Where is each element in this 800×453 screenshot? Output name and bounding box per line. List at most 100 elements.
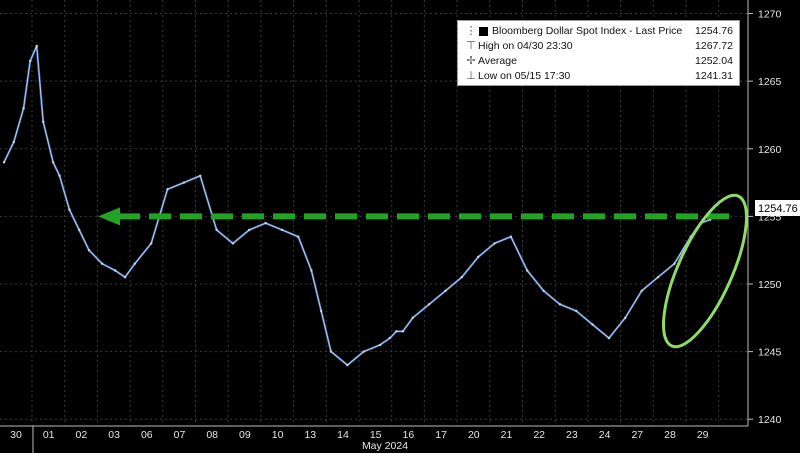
chart-legend: ⋮ Bloomberg Dollar Spot Index - Last Pri…	[457, 20, 740, 86]
data-point-49	[656, 276, 660, 279]
data-point-26	[320, 309, 323, 313]
series-line-wick	[3, 45, 711, 366]
x-tick-label-0: 30	[10, 429, 22, 441]
legend-high-label: High on 04/30 23:30	[478, 40, 573, 52]
data-point-32	[395, 330, 398, 333]
data-point-12	[114, 269, 117, 272]
data-point-29	[362, 350, 365, 353]
data-point-1	[12, 140, 15, 144]
data-point-2	[22, 107, 25, 110]
y-tick-label-5: 1265	[758, 76, 782, 88]
data-point-16	[166, 188, 169, 191]
data-point-25	[310, 269, 313, 272]
data-point-20	[231, 242, 235, 245]
x-tick-label-15: 21	[501, 429, 513, 441]
data-point-18	[199, 174, 202, 177]
x-tick-label-2: 02	[76, 429, 88, 441]
data-point-17	[182, 181, 186, 184]
data-point-35	[427, 303, 431, 306]
legend-high-value: 1267.72	[695, 40, 733, 52]
x-tick-label-10: 14	[337, 429, 349, 441]
data-point-4	[35, 44, 38, 48]
x-tick-label-4: 06	[141, 429, 153, 441]
y-tick-label-2: 1250	[758, 279, 782, 291]
x-tick-label-18: 24	[599, 429, 611, 441]
high-marker-icon: ⊤	[466, 40, 476, 52]
low-marker-icon: ⊥	[466, 70, 476, 82]
data-point-39	[493, 242, 496, 245]
reference-arrowhead	[98, 207, 120, 226]
x-tick-label-14: 20	[468, 429, 480, 441]
data-point-19	[215, 228, 218, 232]
legend-low-label: Low on 05/15 17:30	[478, 70, 571, 82]
x-tick-label-11: 15	[370, 429, 382, 441]
x-tick-label-17: 23	[566, 429, 578, 441]
x-tick-label-20: 28	[664, 429, 676, 441]
data-point-21	[248, 228, 251, 232]
data-point-22	[264, 221, 267, 225]
data-point-38	[477, 255, 480, 259]
series-line-blue	[3, 44, 711, 367]
x-tick-label-9: 13	[304, 429, 316, 441]
data-point-11	[100, 262, 104, 265]
last-price-value: 1254.76	[758, 203, 798, 215]
x-tick-label-7: 09	[239, 429, 251, 441]
data-point-23	[280, 228, 284, 232]
x-tick-label-1: 01	[43, 429, 55, 441]
legend-high-row: ⊤ High on 04/30 23:30 1267.72	[464, 39, 733, 54]
legend-title-row: ⋮ Bloomberg Dollar Spot Index - Last Pri…	[464, 24, 734, 39]
data-point-34	[411, 316, 414, 319]
data-point-5	[42, 120, 45, 123]
data-point-7	[58, 174, 61, 177]
legend-average-label: Average	[478, 55, 517, 67]
x-tick-label-16: 22	[533, 429, 545, 441]
data-point-50	[673, 262, 676, 265]
data-point-31	[388, 336, 392, 340]
data-point-33	[401, 330, 405, 333]
legend-low-row: ⊥ Low on 05/15 17:30 1241.31	[464, 69, 733, 84]
data-point-9	[78, 228, 81, 232]
last-price-tag: 1254.76	[755, 200, 800, 216]
x-tick-label-13: 17	[435, 429, 447, 441]
data-point-42	[542, 289, 545, 292]
x-tick-label-6: 08	[206, 429, 218, 441]
y-tick-label-0: 1240	[758, 414, 782, 426]
legend-series-name: Bloomberg Dollar Spot Index - Last Price	[492, 25, 683, 37]
data-point-8	[68, 208, 71, 211]
data-point-24	[297, 235, 300, 238]
x-tick-label-8: 10	[272, 429, 284, 441]
y-tick-label-4: 1260	[758, 144, 782, 156]
data-point-46	[607, 336, 611, 340]
data-point-47	[624, 316, 627, 319]
reference-arrow	[98, 207, 735, 226]
x-tick-label-19: 27	[631, 429, 643, 441]
data-point-27	[329, 350, 333, 353]
data-point-45	[591, 323, 594, 326]
data-point-14	[133, 262, 136, 265]
legend-low-value: 1241.31	[695, 70, 733, 82]
legend-series-swatch	[479, 27, 488, 36]
x-tick-label-3: 03	[108, 429, 120, 441]
data-point-40	[509, 235, 513, 238]
data-point-15	[150, 242, 153, 245]
highlight-ellipse	[662, 193, 748, 349]
data-point-30	[378, 343, 382, 347]
data-point-43	[558, 303, 562, 306]
data-point-28	[346, 363, 349, 367]
data-point-10	[87, 249, 91, 252]
data-point-48	[640, 289, 643, 292]
y-tick-label-6: 1270	[758, 9, 782, 21]
x-tick-label-12: 16	[403, 429, 415, 441]
last-price-box	[755, 200, 800, 216]
x-tick-label-5: 07	[174, 429, 186, 441]
x-axis: 30 01 02 03 06 07 08 09 10 13 14 15 16 17 20 21 22 23 24 27…	[0, 425, 748, 453]
data-point-36	[444, 289, 447, 292]
legend-average-row: ✢ Average 1252.04	[464, 54, 733, 69]
data-point-13	[123, 276, 127, 279]
data-point-6	[51, 161, 55, 164]
price-series	[2, 44, 712, 367]
data-point-3	[29, 59, 32, 63]
legend-line-icon: ⋮	[465, 25, 477, 37]
x-tick-label-21: 29	[697, 429, 709, 441]
